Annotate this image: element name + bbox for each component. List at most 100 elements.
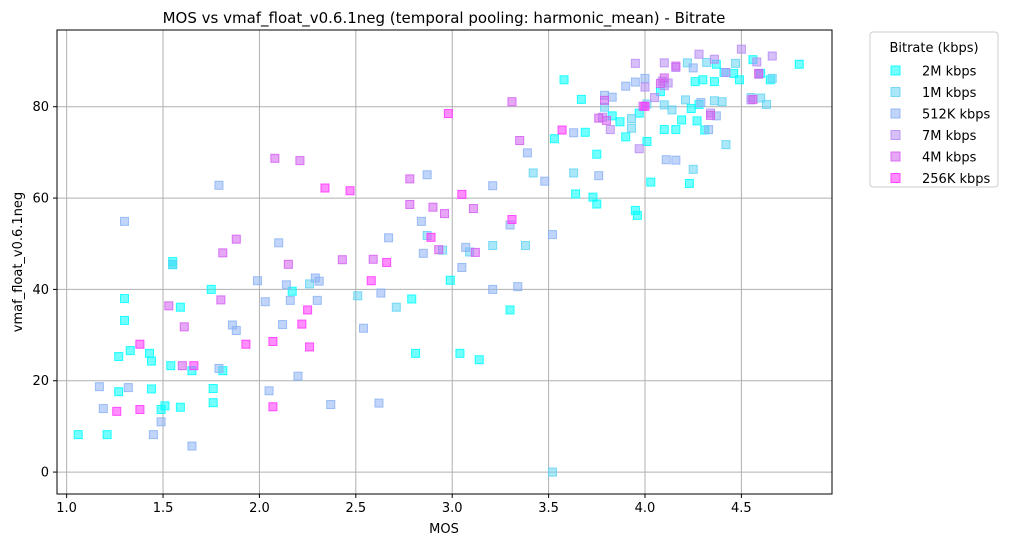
data-point xyxy=(507,215,517,225)
data-point xyxy=(422,170,432,180)
data-point xyxy=(216,295,226,305)
data-point xyxy=(702,57,712,67)
x-axis-ticks: 1.0 1.5 2.0 2.5 3.0 3.5 4.0 4.5 xyxy=(56,494,752,516)
data-point xyxy=(135,405,145,415)
y-tick-label: 0 xyxy=(41,466,49,481)
y-axis-label: vmaf_float_v0.6.1neg xyxy=(11,192,26,332)
data-point xyxy=(231,326,241,336)
data-point xyxy=(353,291,363,301)
data-point xyxy=(295,156,305,166)
data-point xyxy=(488,284,498,294)
legend-marker xyxy=(890,151,901,162)
data-point xyxy=(382,257,392,267)
data-point xyxy=(252,276,262,286)
data-point xyxy=(407,294,417,304)
data-point xyxy=(754,68,764,78)
data-point xyxy=(303,305,313,315)
x-tick-label: 2.0 xyxy=(249,501,270,516)
data-point xyxy=(686,104,696,114)
data-point xyxy=(540,176,550,186)
y-tick-label: 20 xyxy=(32,374,49,389)
data-point xyxy=(283,259,293,269)
data-point xyxy=(160,401,170,411)
data-point xyxy=(621,132,631,142)
y-tick-label: 60 xyxy=(32,192,49,207)
data-point xyxy=(320,183,330,193)
data-point xyxy=(416,216,426,226)
data-point xyxy=(767,51,777,61)
data-point xyxy=(468,204,478,214)
data-point xyxy=(661,155,671,165)
data-point xyxy=(268,402,278,412)
data-point xyxy=(270,153,280,163)
data-point xyxy=(285,295,295,305)
data-point xyxy=(114,387,124,397)
data-point xyxy=(146,356,156,366)
data-point xyxy=(684,178,694,188)
x-tick-label: 4.0 xyxy=(635,501,656,516)
data-point xyxy=(179,322,189,332)
data-point xyxy=(156,417,166,427)
data-point xyxy=(268,336,278,346)
legend-label: 7M kbps xyxy=(922,129,977,144)
data-point xyxy=(112,406,122,416)
data-point xyxy=(305,342,315,352)
data-point xyxy=(457,262,467,272)
data-point xyxy=(682,58,692,68)
data-point xyxy=(640,101,650,111)
data-point xyxy=(528,168,538,178)
data-point xyxy=(557,125,567,135)
data-point xyxy=(736,44,746,54)
data-point xyxy=(488,241,498,251)
data-point xyxy=(281,280,291,290)
data-point xyxy=(592,149,602,159)
plot-area-frame xyxy=(56,29,833,495)
y-tick-label: 80 xyxy=(32,100,49,115)
data-point xyxy=(241,339,251,349)
data-point xyxy=(376,288,386,298)
data-point xyxy=(547,230,557,240)
data-point xyxy=(627,123,637,133)
data-point xyxy=(709,96,719,106)
data-points xyxy=(73,44,804,477)
legend-marker xyxy=(890,108,901,119)
data-point xyxy=(688,63,698,73)
data-point xyxy=(615,117,625,127)
data-point xyxy=(278,320,288,330)
data-point xyxy=(98,404,108,414)
data-point xyxy=(600,95,610,105)
data-point xyxy=(650,93,660,103)
data-point xyxy=(426,232,436,242)
data-point xyxy=(642,136,652,146)
data-point xyxy=(630,58,640,68)
data-point xyxy=(734,75,744,85)
data-point xyxy=(148,430,158,440)
data-point xyxy=(659,125,669,135)
data-point xyxy=(721,140,731,150)
data-point xyxy=(634,144,644,154)
data-point xyxy=(576,94,586,104)
legend-label: 256K kbps xyxy=(922,172,991,187)
legend-label: 2M kbps xyxy=(922,65,977,80)
data-point xyxy=(434,245,444,255)
data-point xyxy=(594,113,604,123)
data-point xyxy=(671,125,681,135)
data-point xyxy=(698,75,708,85)
data-point xyxy=(345,186,355,196)
data-point xyxy=(692,116,702,126)
data-point xyxy=(605,125,615,135)
data-point xyxy=(337,255,347,265)
data-point xyxy=(457,189,467,199)
data-point xyxy=(522,148,532,158)
data-point xyxy=(621,81,631,91)
data-point xyxy=(709,54,719,64)
data-point xyxy=(374,398,384,408)
data-point xyxy=(704,125,714,135)
data-point xyxy=(359,323,369,333)
data-point xyxy=(767,73,777,83)
data-point xyxy=(680,95,690,105)
data-point xyxy=(488,181,498,191)
data-point xyxy=(214,180,224,190)
data-point xyxy=(592,199,602,209)
data-point xyxy=(607,92,617,102)
